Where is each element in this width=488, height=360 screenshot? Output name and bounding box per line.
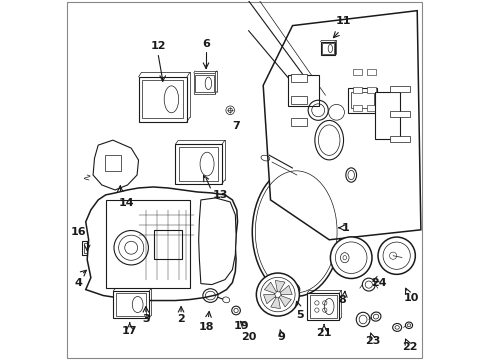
- Text: 7: 7: [232, 121, 240, 131]
- Bar: [389, 111, 409, 117]
- Bar: [389, 136, 409, 142]
- Bar: [309, 295, 336, 318]
- Bar: [306, 293, 339, 320]
- Bar: [138, 77, 186, 122]
- Text: 24: 24: [370, 278, 386, 288]
- Text: 6: 6: [202, 39, 209, 49]
- Bar: [193, 73, 215, 94]
- Bar: [290, 75, 306, 82]
- Bar: [113, 291, 149, 318]
- Bar: [320, 42, 334, 55]
- Text: 20: 20: [241, 332, 256, 342]
- Ellipse shape: [314, 121, 343, 160]
- Text: 8: 8: [338, 294, 346, 305]
- Bar: [366, 105, 376, 111]
- Bar: [352, 87, 361, 93]
- Bar: [153, 230, 182, 259]
- Bar: [105, 200, 189, 288]
- Polygon shape: [280, 285, 292, 294]
- Bar: [189, 209, 229, 241]
- Text: 17: 17: [122, 327, 137, 336]
- Circle shape: [274, 291, 281, 298]
- Bar: [288, 75, 318, 105]
- Bar: [175, 144, 222, 184]
- Bar: [290, 118, 306, 126]
- Bar: [83, 243, 91, 253]
- Bar: [366, 69, 376, 75]
- Bar: [116, 293, 146, 316]
- Bar: [192, 211, 226, 239]
- Bar: [104, 155, 121, 171]
- Bar: [375, 92, 400, 139]
- Circle shape: [256, 273, 299, 316]
- Text: 23: 23: [365, 336, 380, 346]
- Text: 9: 9: [277, 332, 285, 342]
- Bar: [352, 69, 361, 75]
- Bar: [290, 96, 306, 104]
- Text: 22: 22: [401, 342, 417, 352]
- Bar: [142, 80, 183, 118]
- Text: 5: 5: [295, 310, 303, 320]
- Text: 21: 21: [316, 328, 331, 338]
- Text: 3: 3: [142, 314, 149, 324]
- Bar: [352, 105, 361, 111]
- Polygon shape: [263, 294, 275, 304]
- Bar: [81, 241, 92, 255]
- Ellipse shape: [345, 168, 356, 182]
- Text: 14: 14: [118, 198, 134, 208]
- Circle shape: [377, 237, 414, 274]
- Polygon shape: [198, 198, 236, 285]
- Polygon shape: [263, 11, 420, 240]
- Text: 15: 15: [199, 260, 214, 270]
- Bar: [179, 147, 218, 181]
- Polygon shape: [264, 282, 276, 293]
- Bar: [389, 86, 409, 92]
- Text: 12: 12: [150, 41, 166, 50]
- Polygon shape: [270, 297, 280, 309]
- Text: 19: 19: [234, 321, 249, 332]
- Text: 2: 2: [177, 314, 184, 324]
- Bar: [350, 92, 373, 108]
- Text: 18: 18: [199, 323, 214, 332]
- Ellipse shape: [252, 167, 340, 296]
- Bar: [195, 75, 213, 92]
- Text: 11: 11: [335, 15, 351, 26]
- Bar: [366, 87, 376, 93]
- Text: 1: 1: [341, 223, 348, 233]
- Polygon shape: [279, 296, 291, 307]
- Bar: [347, 88, 376, 113]
- Bar: [321, 43, 333, 54]
- Polygon shape: [275, 280, 285, 292]
- Polygon shape: [93, 140, 138, 190]
- Text: 16: 16: [70, 227, 86, 237]
- Circle shape: [330, 237, 371, 279]
- Text: 13: 13: [213, 190, 228, 200]
- Text: 4: 4: [74, 278, 82, 288]
- Polygon shape: [85, 187, 237, 301]
- Text: 10: 10: [403, 293, 418, 302]
